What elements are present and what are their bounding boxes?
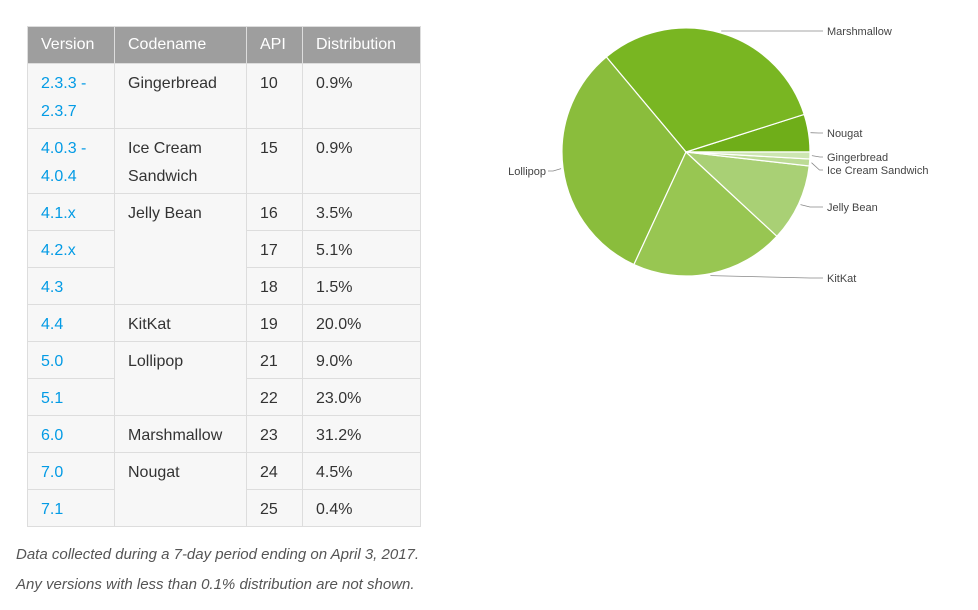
- pie-label-nougat: Nougat: [827, 128, 862, 140]
- api-cell: 23: [246, 415, 303, 453]
- distribution-cell: 9.0%: [302, 341, 421, 379]
- distribution-cell: 3.5%: [302, 193, 421, 231]
- table-row: 7.1 25 0.4%: [27, 489, 421, 527]
- table-row: 7.0 Nougat 24 4.5%: [27, 452, 421, 527]
- codename-cell: Nougat: [114, 452, 247, 527]
- distribution-cell: 0.9%: [302, 63, 421, 129]
- version-link[interactable]: 5.0: [27, 341, 115, 379]
- api-cell: 24: [246, 452, 303, 490]
- distribution-cell: 31.2%: [302, 415, 421, 453]
- leader-line-gingerbread: [811, 155, 823, 158]
- table-row: 2.3.3 - 2.3.7 Gingerbread 10 0.9%: [27, 63, 421, 129]
- version-link[interactable]: 4.0.3 - 4.0.4: [27, 128, 115, 194]
- table-row: 4.4 KitKat 19 20.0%: [27, 304, 421, 342]
- table-row: 5.0 Lollipop 21 9.0%: [27, 341, 421, 416]
- pie-label-jelly-bean: Jelly Bean: [827, 202, 878, 214]
- table-header-row: Version Codename API Distribution: [27, 26, 421, 64]
- footnote-threshold: Any versions with less than 0.1% distrib…: [16, 576, 415, 593]
- table-row: 4.0.3 - 4.0.4 Ice Cream Sandwich 15 0.9%: [27, 128, 421, 194]
- pie-label-kitkat: KitKat: [827, 273, 856, 285]
- version-link[interactable]: 4.3: [27, 267, 115, 305]
- codename-cell: Lollipop: [114, 341, 247, 416]
- distribution-cell: 0.4%: [302, 489, 421, 527]
- pie-slice-gingerbread: [685, 151, 811, 160]
- pie-slice-jelly-bean: [684, 151, 810, 238]
- table-row: 4.3 18 1.5%: [27, 267, 421, 305]
- leader-line-kitkat: [710, 275, 823, 279]
- pie-label-ice-cream-sandwich: Ice Cream Sandwich: [827, 165, 929, 177]
- leader-line-jelly-bean: [800, 204, 823, 208]
- api-cell: 21: [246, 341, 303, 379]
- api-cell: 18: [246, 267, 303, 305]
- distribution-cell: 0.9%: [302, 128, 421, 194]
- distribution-cell: 20.0%: [302, 304, 421, 342]
- api-cell: 16: [246, 193, 303, 231]
- pie-slice-kitkat: [633, 150, 778, 277]
- leader-line-ice-cream-sandwich: [811, 162, 823, 171]
- version-link[interactable]: 4.4: [27, 304, 115, 342]
- header-distribution: Distribution: [302, 26, 421, 64]
- version-link[interactable]: 6.0: [27, 415, 115, 453]
- version-link[interactable]: 5.1: [27, 378, 115, 416]
- version-link[interactable]: 7.0: [27, 452, 115, 490]
- codename-cell: Jelly Bean: [114, 193, 247, 305]
- distribution-table: Version Codename API Distribution 2.3.3 …: [27, 26, 421, 527]
- distribution-cell: 1.5%: [302, 267, 421, 305]
- pie-slice-lollipop: [561, 56, 687, 266]
- codename-cell: Ice Cream Sandwich: [114, 128, 247, 194]
- version-link[interactable]: 4.2.x: [27, 230, 115, 268]
- version-link[interactable]: 2.3.3 - 2.3.7: [27, 63, 115, 129]
- codename-cell: Marshmallow: [114, 415, 247, 453]
- api-cell: 10: [246, 63, 303, 129]
- distribution-pie-chart: Nougat Marshmallow Lollipop KitKat Jelly Bea…: [508, 26, 929, 285]
- version-link[interactable]: 7.1: [27, 489, 115, 527]
- api-cell: 22: [246, 378, 303, 416]
- version-link[interactable]: 4.1.x: [27, 193, 115, 231]
- footnote-data-period: Data collected during a 7-day period end…: [16, 546, 420, 563]
- pie-slice-marshmallow: [605, 27, 805, 153]
- api-cell: 25: [246, 489, 303, 527]
- distribution-cell: 23.0%: [302, 378, 421, 416]
- distribution-cell: 4.5%: [302, 452, 421, 490]
- table-row: 6.0 Marshmallow 23 31.2%: [27, 415, 421, 453]
- table-row: 5.1 22 23.0%: [27, 378, 421, 416]
- codename-cell: KitKat: [114, 304, 247, 342]
- header-version: Version: [27, 26, 115, 64]
- pie-label-lollipop: Lollipop: [508, 166, 546, 178]
- pie-label-gingerbread: Gingerbread: [827, 152, 888, 164]
- leader-line-lollipop: [548, 168, 562, 172]
- pie-label-marshmallow: Marshmallow: [827, 26, 892, 38]
- table-row: 4.1.x Jelly Bean 16 3.5%: [27, 193, 421, 305]
- api-cell: 15: [246, 128, 303, 194]
